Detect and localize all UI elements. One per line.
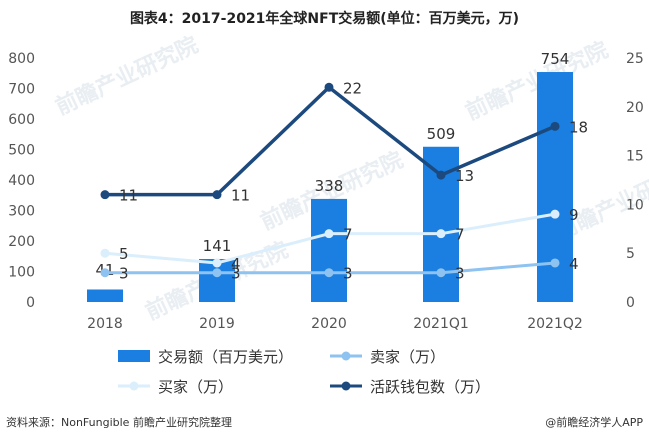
line-data-label: 22 <box>343 79 362 97</box>
y-right-tick-label: 0 <box>626 295 635 311</box>
line-data-label: 11 <box>119 187 138 205</box>
series-point <box>436 170 446 180</box>
watermark-text: 前瞻产业研究院 <box>52 32 203 121</box>
legend-swatch <box>118 350 150 362</box>
y-left-tick-label: 800 <box>8 51 35 67</box>
watermark-text: 前瞻产业研究院 <box>462 37 613 126</box>
series-point <box>436 229 446 239</box>
line-data-label: 7 <box>343 226 353 244</box>
line-data-label: 13 <box>455 167 474 185</box>
x-tick-label: 2021Q2 <box>527 316 583 332</box>
bar <box>87 289 123 302</box>
y-right-tick-label: 15 <box>626 149 644 165</box>
line-data-label: 7 <box>455 226 465 244</box>
series-point <box>100 190 110 200</box>
bar-data-label: 141 <box>203 237 232 255</box>
legend-swatch-marker <box>129 381 139 391</box>
y-left-tick-label: 0 <box>26 295 35 311</box>
line-data-label: 18 <box>569 118 588 136</box>
series-point <box>324 82 334 92</box>
line-data-label: 11 <box>231 187 250 205</box>
series-point <box>100 248 110 258</box>
legend-label: 买家（万） <box>158 378 233 396</box>
line-data-label: 4 <box>231 255 241 273</box>
legend-label: 交易额（百万美元） <box>158 348 293 366</box>
series-point <box>550 121 560 131</box>
line-data-label: 3 <box>455 265 465 283</box>
bar-data-label: 754 <box>541 50 570 68</box>
line-data-label: 4 <box>569 255 579 273</box>
legend-label: 活跃钱包数（万） <box>370 378 490 396</box>
y-left-tick-label: 700 <box>8 82 35 98</box>
source-note: 资料来源：NonFungible 前瞻产业研究院整理 <box>6 416 232 429</box>
x-tick-label: 2021Q1 <box>413 316 469 332</box>
brand-label: @前瞻经济学人APP <box>545 416 643 429</box>
bar <box>537 72 573 302</box>
line-data-label: 3 <box>343 265 353 283</box>
x-tick-label: 2019 <box>199 316 235 332</box>
y-left-tick-label: 400 <box>8 173 35 189</box>
bar <box>311 198 347 302</box>
line-data-label: 9 <box>569 206 579 224</box>
line-data-label: 5 <box>119 245 129 263</box>
y-left-tick-label: 300 <box>8 204 35 220</box>
y-left-tick-label: 200 <box>8 234 35 250</box>
y-right-tick-label: 20 <box>626 100 644 116</box>
y-left-tick-label: 100 <box>8 265 35 281</box>
bar-data-label: 509 <box>427 125 456 143</box>
y-right-tick-label: 10 <box>626 197 644 213</box>
y-left-tick-label: 600 <box>8 112 35 128</box>
series-point <box>212 268 222 278</box>
y-right-tick-label: 25 <box>626 51 644 67</box>
line-data-label: 3 <box>231 265 241 283</box>
x-tick-label: 2018 <box>87 316 123 332</box>
chart-title: 图表4：2017-2021年全球NFT交易额(单位：百万美元，万) <box>129 11 520 27</box>
series-point <box>436 268 446 278</box>
x-tick-label: 2020 <box>311 316 347 332</box>
series-point <box>100 268 110 278</box>
series-point <box>550 209 560 219</box>
series-point <box>324 229 334 239</box>
series-point <box>212 190 222 200</box>
y-left-tick-label: 500 <box>8 143 35 159</box>
bar-data-label: 338 <box>315 177 344 195</box>
series-point <box>212 258 222 268</box>
legend-swatch-marker <box>341 351 351 361</box>
legend-label: 卖家（万） <box>370 348 445 366</box>
series-point <box>550 258 560 268</box>
series-point <box>324 268 334 278</box>
y-right-tick-label: 5 <box>626 246 635 262</box>
line-data-label: 3 <box>119 265 129 283</box>
legend-swatch-marker <box>341 381 351 391</box>
